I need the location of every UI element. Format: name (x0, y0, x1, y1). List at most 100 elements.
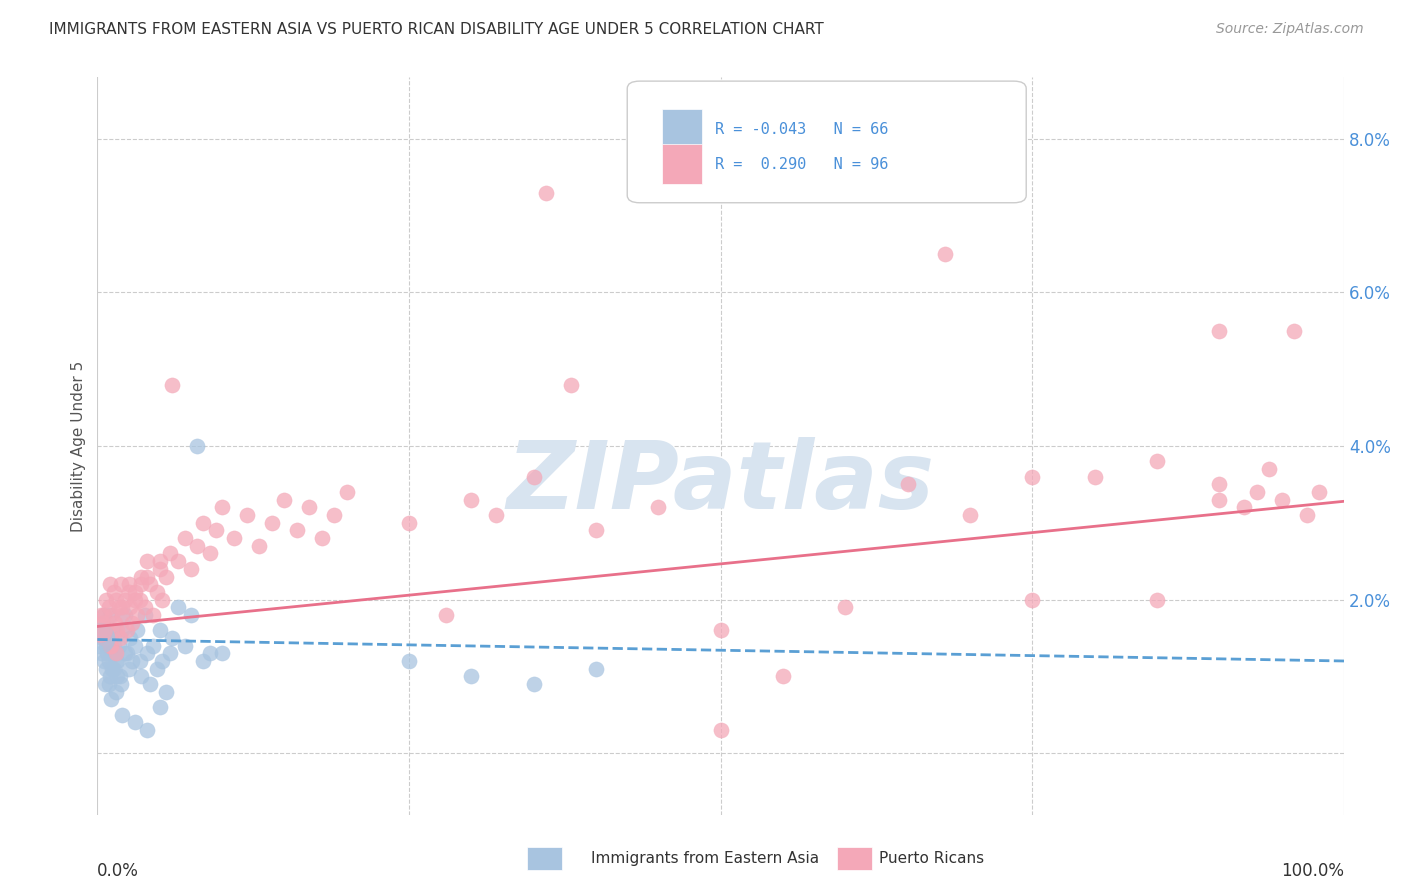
Point (1308, 485, 1330, 500)
Point (108, 631, 131, 645)
Point (1233, 500, 1256, 515)
Text: Puerto Ricans: Puerto Ricans (879, 851, 984, 865)
Point (180, 607, 202, 622)
Point (121, 654, 143, 668)
Point (159, 547, 181, 561)
Point (1271, 492, 1294, 507)
Point (94, 631, 117, 645)
Point (98, 577, 121, 591)
Point (149, 554, 172, 568)
Point (211, 500, 233, 515)
Bar (662, 109, 702, 150)
Point (138, 677, 160, 691)
Point (89, 624, 111, 638)
Point (523, 469, 546, 483)
Point (1208, 324, 1230, 338)
Bar (662, 144, 702, 185)
Point (93, 607, 115, 622)
Point (485, 508, 508, 522)
Point (87, 631, 110, 645)
Point (134, 600, 156, 615)
Point (260, 516, 283, 530)
Point (103, 662, 125, 676)
Point (134, 607, 156, 622)
Point (97, 600, 120, 615)
Point (90, 646, 112, 660)
Point (89, 624, 111, 638)
Text: R =  0.290   N = 96: R = 0.290 N = 96 (714, 157, 887, 171)
Point (118, 631, 141, 645)
Point (150, 654, 173, 668)
Point (1208, 492, 1230, 507)
Point (285, 524, 308, 538)
Point (186, 539, 208, 553)
Point (398, 654, 420, 668)
Point (647, 500, 669, 515)
Point (105, 684, 128, 698)
Point (160, 377, 183, 392)
Point (160, 631, 183, 645)
Point (136, 554, 159, 568)
Y-axis label: Disability Age Under 5: Disability Age Under 5 (72, 360, 86, 532)
Point (198, 547, 221, 561)
Point (110, 677, 132, 691)
Point (96, 624, 118, 638)
Point (107, 600, 129, 615)
Point (128, 654, 150, 668)
Point (198, 646, 221, 660)
Text: 0.0%: 0.0% (97, 863, 139, 880)
Point (150, 592, 173, 607)
Point (585, 662, 607, 676)
Point (180, 562, 202, 576)
Point (1084, 469, 1107, 483)
Point (105, 592, 128, 607)
Point (127, 607, 149, 622)
Point (1208, 477, 1230, 491)
Point (236, 508, 259, 522)
Point (114, 592, 136, 607)
Point (136, 646, 159, 660)
Point (94, 677, 117, 691)
Point (1258, 462, 1281, 476)
Point (118, 600, 141, 615)
Point (97, 677, 120, 691)
Point (129, 577, 152, 591)
Point (91, 631, 114, 645)
Point (128, 592, 150, 607)
Point (1146, 454, 1168, 468)
Point (142, 639, 165, 653)
Point (96, 646, 118, 660)
Text: ZIPatlas: ZIPatlas (506, 437, 935, 529)
Point (91, 615, 114, 630)
Text: R = -0.043   N = 66: R = -0.043 N = 66 (714, 122, 887, 136)
Point (149, 624, 172, 638)
Point (323, 508, 346, 522)
Point (1295, 508, 1317, 522)
Point (94, 592, 117, 607)
Point (108, 669, 131, 683)
Point (193, 516, 215, 530)
Point (96, 631, 118, 645)
Point (772, 669, 794, 683)
Point (105, 654, 128, 668)
Point (94, 624, 117, 638)
Point (104, 646, 127, 660)
Point (173, 531, 195, 545)
Point (834, 600, 856, 615)
Point (97, 654, 120, 668)
FancyBboxPatch shape (627, 81, 1026, 202)
Point (98, 639, 121, 653)
Point (93, 654, 115, 668)
Point (94, 662, 117, 676)
Point (204, 524, 226, 538)
Point (138, 577, 160, 591)
Point (146, 585, 169, 599)
Point (159, 646, 181, 660)
Point (585, 524, 607, 538)
Point (100, 692, 122, 706)
Point (100, 639, 122, 653)
Point (111, 607, 134, 622)
Point (224, 531, 246, 545)
Point (398, 516, 420, 530)
Point (460, 492, 482, 507)
